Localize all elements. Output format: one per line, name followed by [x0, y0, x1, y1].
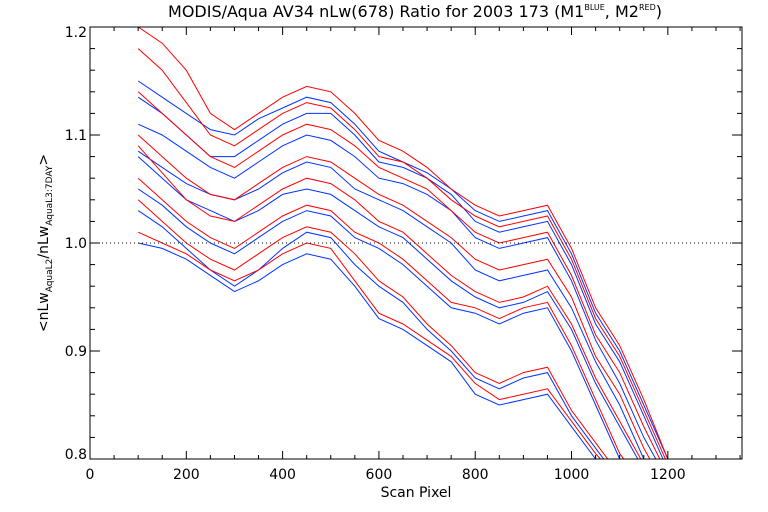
- y-tick-label: 1.1: [65, 128, 87, 144]
- series-line-m1-5: [137, 156, 639, 459]
- x-tick-labels: 0 200 400 600 800 1000 1200: [86, 467, 686, 483]
- series-line-m1-3: [137, 123, 657, 459]
- chart-title: MODIS/Aqua AV34 nLw(678) Ratio for 2003 …: [168, 2, 662, 21]
- y-tick-label: 0.9: [65, 344, 87, 360]
- series-line-m2-12: [137, 134, 651, 459]
- x-tick-label: 0: [86, 467, 95, 483]
- x-tick-label: 1200: [650, 467, 686, 483]
- series-line-m1-6: [137, 188, 621, 459]
- plot-frame: [89, 26, 743, 460]
- x-tick-label: 200: [173, 467, 200, 483]
- y-tick-labels: 0.8 0.9 1.0 1.1 1.2: [65, 25, 87, 463]
- series-line-m1-2: [137, 96, 664, 459]
- series-line-m2-13: [137, 145, 642, 459]
- x-tick-label: 1000: [554, 467, 590, 483]
- x-axis-label: Scan Pixel: [381, 485, 452, 501]
- y-axis-label: <nLwAquaL2/nLwAquaL3:7DAY>: [36, 154, 55, 332]
- series-line-m2-14: [137, 177, 625, 459]
- series-line-m1-8: [138, 242, 597, 459]
- series-line-m2-11: [137, 91, 661, 459]
- series-line-m1-7: [137, 210, 605, 459]
- series-layer: [137, 27, 669, 459]
- series-line-m2-16: [137, 231, 602, 459]
- x-tick-label: 400: [269, 467, 296, 483]
- ticks-layer: [89, 26, 742, 460]
- y-tick-label: 1.0: [65, 236, 87, 252]
- x-tick-label: 600: [366, 467, 393, 483]
- series-line-m2-10: [137, 48, 666, 459]
- y-tick-label: 0.8: [65, 447, 87, 463]
- x-tick-label: 800: [462, 467, 489, 483]
- series-line-m2-9: [137, 27, 669, 459]
- y-tick-label: 1.2: [65, 25, 87, 41]
- series-line-m2-15: [137, 199, 609, 459]
